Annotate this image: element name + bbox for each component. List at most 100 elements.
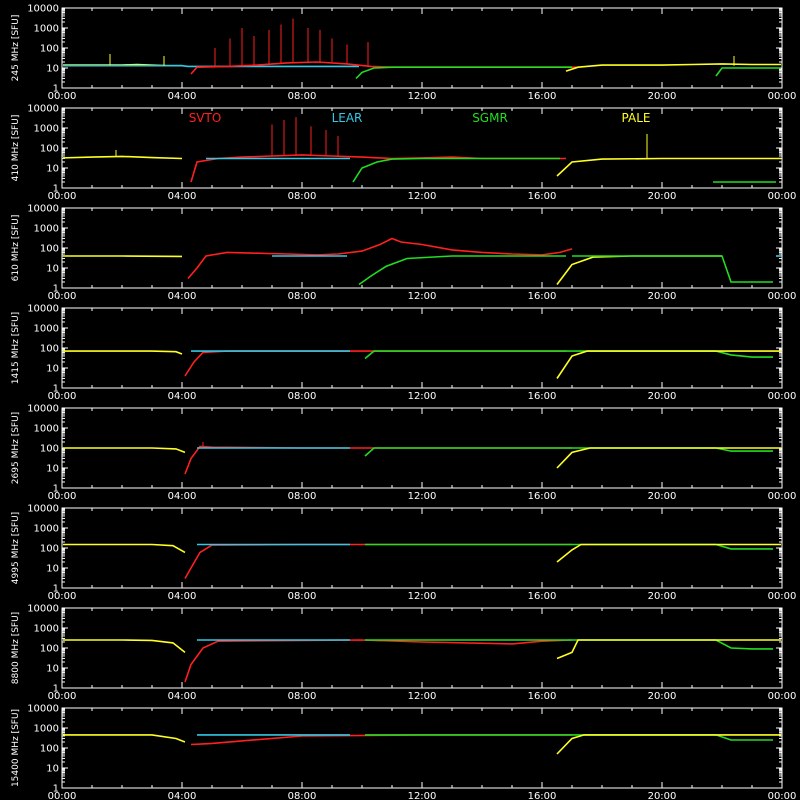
series-sgmr xyxy=(358,255,566,286)
plot-frame xyxy=(61,507,783,589)
chart-panel-0: 245 MHz [SFU] 1 10 100 1000 10000 00:00 04:00 08… xyxy=(11,4,797,101)
y-tick-label: 1000 xyxy=(34,424,59,435)
y-tick-label: 1000 xyxy=(34,324,59,335)
x-tick-label: 04:00 xyxy=(168,291,197,300)
series-pale xyxy=(556,543,781,563)
y-tick-label: 100 xyxy=(40,644,59,655)
chart-panel-2: 610 MHz [SFU] 1 10 100 1000 10000 00:00 04:00 08… xyxy=(11,204,797,301)
series-sgmr xyxy=(355,66,572,80)
y-tick-label: 1 xyxy=(53,384,59,395)
x-tick-label: 00:00 xyxy=(768,291,797,300)
x-tick-label: 12:00 xyxy=(408,291,437,300)
chart-panel-6: 8800 MHz [SFU] 1 10 100 1000 10000 00:00 04:00 0… xyxy=(11,604,796,701)
x-tick-label: 08:00 xyxy=(288,791,317,800)
series-pale xyxy=(63,155,183,160)
x-tick-label: 12:00 xyxy=(408,791,437,800)
y-tick-label: 1 xyxy=(53,684,59,695)
chart-panel-1: 410 MHz [SFU] 1 10 100 1000 10000 00:00 04:00 08… xyxy=(11,104,796,201)
series-pale xyxy=(556,255,722,285)
x-tick-label: 00:00 xyxy=(768,391,797,400)
x-tick-label: 20:00 xyxy=(648,491,677,500)
chart-panel-3: 1415 MHz [SFU] 1 10 100 1000 10000 00:00 04:00 0… xyxy=(11,304,797,401)
x-tick-label: 00:00 xyxy=(48,391,77,400)
x-tick-label: 00:00 xyxy=(768,491,797,500)
series-lear xyxy=(63,64,359,68)
x-tick-label: 20:00 xyxy=(648,691,677,700)
y-tick-label: 1000 xyxy=(34,624,59,635)
plot-frame xyxy=(61,707,783,789)
x-tick-label: 12:00 xyxy=(408,191,437,200)
series-pale xyxy=(63,639,186,654)
series-svto xyxy=(184,445,572,475)
y-axis-label: 610 MHz [SFU] xyxy=(11,215,21,282)
x-tick-label: 04:00 xyxy=(168,491,197,500)
x-tick-label: 20:00 xyxy=(648,91,677,100)
y-tick-label: 1 xyxy=(53,784,59,795)
x-tick-label: 20:00 xyxy=(648,291,677,300)
series-sgmr xyxy=(572,255,773,283)
x-tick-label: 12:00 xyxy=(408,91,437,100)
y-tick-label: 100 xyxy=(40,744,59,755)
x-tick-label: 08:00 xyxy=(288,191,317,200)
y-axis-label: 15400 MHz [SFU] xyxy=(11,709,21,787)
y-tick-label: 100 xyxy=(40,544,59,555)
y-tick-label: 100 xyxy=(40,144,59,155)
x-tick-label: 12:00 xyxy=(408,391,437,400)
x-tick-label: 00:00 xyxy=(48,491,77,500)
y-axis-label: 1415 MHz [SFU] xyxy=(11,312,21,384)
y-tick-label: 10 xyxy=(46,164,59,175)
series-svto xyxy=(184,350,566,377)
series-pale xyxy=(63,447,186,454)
x-tick-label: 08:00 xyxy=(288,391,317,400)
y-tick-label: 1000 xyxy=(34,24,59,35)
x-tick-label: 20:00 xyxy=(648,391,677,400)
y-tick-label: 10000 xyxy=(27,4,59,15)
plot-frame xyxy=(61,607,783,689)
y-tick-label: 10000 xyxy=(27,104,59,115)
legend-sgmr: SGMR xyxy=(472,111,508,125)
plot-area xyxy=(63,18,781,80)
x-tick-label: 12:00 xyxy=(408,691,437,700)
series-pale xyxy=(63,734,186,743)
x-tick-label: 12:00 xyxy=(408,491,437,500)
legend-pale: PALE xyxy=(622,111,651,125)
series-pale xyxy=(565,63,781,72)
y-tick-label: 10000 xyxy=(27,604,59,615)
y-axis-label: 245 MHz [SFU] xyxy=(11,15,21,82)
x-tick-label: 00:00 xyxy=(48,691,77,700)
x-tick-label: 00:00 xyxy=(48,291,77,300)
x-tick-label: 16:00 xyxy=(528,91,557,100)
y-tick-label: 10 xyxy=(46,564,59,575)
x-tick-label: 12:00 xyxy=(408,591,437,600)
series-pale xyxy=(556,639,781,660)
x-tick-label: 08:00 xyxy=(288,291,317,300)
series-svto xyxy=(184,543,572,579)
y-tick-label: 10 xyxy=(46,764,59,775)
series-pale xyxy=(63,543,186,554)
y-tick-label: 1 xyxy=(53,484,59,495)
x-tick-label: 04:00 xyxy=(168,691,197,700)
y-tick-label: 1000 xyxy=(34,224,59,235)
y-tick-label: 10000 xyxy=(27,504,59,515)
y-tick-label: 100 xyxy=(40,244,59,255)
y-tick-label: 10 xyxy=(46,664,59,675)
x-tick-label: 16:00 xyxy=(528,191,557,200)
series-pale xyxy=(556,157,781,177)
y-axis-label: 2695 MHz [SFU] xyxy=(11,412,21,484)
x-tick-label: 04:00 xyxy=(168,391,197,400)
x-tick-label: 08:00 xyxy=(288,91,317,100)
y-tick-label: 1000 xyxy=(34,124,59,135)
x-tick-label: 00:00 xyxy=(768,91,797,100)
y-tick-label: 10 xyxy=(46,364,59,375)
legend-lear: LEAR xyxy=(332,111,363,125)
y-axis-label: 4995 MHz [SFU] xyxy=(11,512,21,584)
x-tick-label: 00:00 xyxy=(48,791,77,800)
plot-area xyxy=(63,734,781,755)
y-tick-label: 100 xyxy=(40,444,59,455)
x-tick-label: 00:00 xyxy=(768,791,797,800)
y-tick-label: 10 xyxy=(46,464,59,475)
y-tick-label: 10000 xyxy=(27,304,59,315)
plot-area xyxy=(63,543,781,579)
plot-frame xyxy=(61,307,783,389)
